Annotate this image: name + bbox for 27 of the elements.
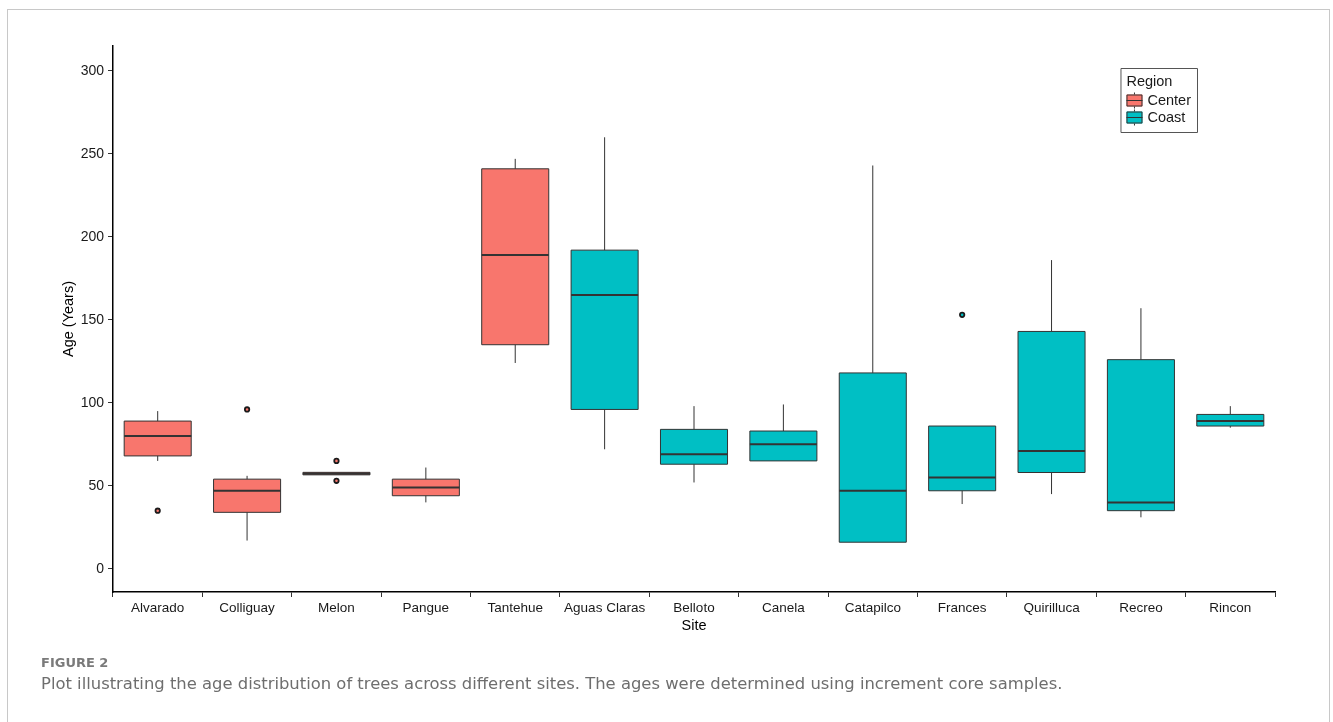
x-tick-label: Recreo (1119, 599, 1163, 615)
y-tick-label: 150 (80, 310, 105, 327)
x-tick-label: Aguas Claras (564, 599, 646, 615)
x-tick-label: Tantehue (487, 599, 544, 615)
y-tick-label: 50 (88, 476, 105, 493)
y-tick-label: 200 (80, 227, 105, 244)
legend-label: Coast (1147, 108, 1186, 125)
y-tick-label: 300 (80, 61, 105, 78)
caption: FIGURE 2 (41, 655, 110, 670)
x-tick-label: Colliguay (219, 599, 276, 615)
x-tick-label: Catapilco (844, 599, 901, 615)
x-axis-title: Site (681, 617, 707, 634)
x-tick-label: Melon (318, 599, 355, 615)
y-axis-title: Age (Years) (59, 280, 76, 358)
legend-title: Region (1126, 73, 1173, 89)
x-tick-label: Frances (937, 599, 987, 615)
x-tick-label: Rincon (1209, 599, 1252, 615)
legend-label: Center (1147, 91, 1192, 108)
x-tick-label: Pangue (402, 599, 450, 615)
y-tick-label: 100 (80, 393, 105, 410)
y-tick-label: 250 (80, 144, 105, 161)
x-tick-label: Alvarado (131, 599, 185, 615)
x-tick-label: Belloto (673, 599, 715, 615)
text: Plot illustrating the age distribution of trees across different sites. The ages were determined using increment core samples. (41, 674, 1064, 693)
x-tick-label: Canela (761, 599, 806, 615)
y-tick-label: 0 (96, 559, 105, 576)
x-tick-label: Quirilluca (1023, 599, 1081, 615)
